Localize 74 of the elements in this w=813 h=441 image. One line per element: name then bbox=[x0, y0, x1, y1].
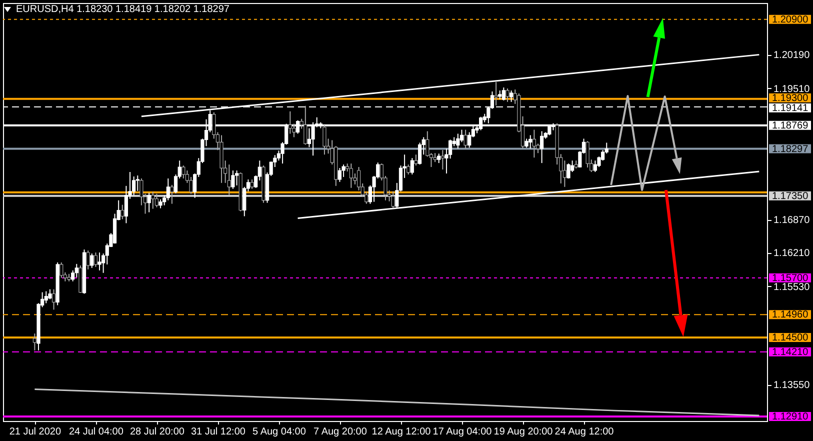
candlestick bbox=[464, 129, 468, 150]
candlestick bbox=[540, 130, 544, 164]
candlestick bbox=[147, 192, 151, 213]
candlestick bbox=[586, 140, 590, 168]
ref-line-label: 1.17350 bbox=[772, 190, 809, 202]
y-tick-label: 1.16870 bbox=[774, 215, 810, 226]
x-tick-label: 19 Aug 20:00 bbox=[494, 426, 554, 438]
candlestick bbox=[86, 250, 90, 270]
candlestick bbox=[304, 105, 308, 146]
candlestick bbox=[136, 174, 140, 192]
candlestick bbox=[440, 150, 444, 170]
candlestick bbox=[391, 190, 395, 208]
chart-title: EURUSD,H4 1.18230 1.18419 1.18202 1.18297 bbox=[16, 4, 230, 15]
y-tick-label: 1.15530 bbox=[774, 282, 810, 293]
line-series bbox=[34, 388, 760, 416]
candlestick bbox=[437, 153, 441, 164]
candlestick bbox=[456, 133, 460, 150]
candlestick bbox=[234, 170, 239, 186]
x-tick-label: 17 Aug 04:00 bbox=[432, 426, 492, 438]
ref-line-label: 1.14210 bbox=[772, 346, 809, 358]
y-tick-label: 1.16210 bbox=[774, 248, 810, 260]
candlestick bbox=[250, 178, 254, 190]
x-tick-label: 28 Jul 20:00 bbox=[130, 426, 185, 438]
candlestick bbox=[566, 163, 570, 179]
candlestick bbox=[132, 176, 136, 196]
y-tick-label: 1.19510 bbox=[774, 84, 810, 95]
candlestick bbox=[593, 160, 597, 172]
ref-line-label: 1.18769 bbox=[772, 120, 809, 132]
ref-line-label: 1.18297 bbox=[772, 144, 809, 155]
candlestick bbox=[231, 170, 235, 190]
x-tick-label: 21 Jul 2020 bbox=[9, 426, 62, 438]
ref-line-label: 1.19141 bbox=[772, 102, 809, 114]
candlestick bbox=[154, 193, 159, 208]
candlestick bbox=[528, 134, 532, 150]
x-tick-label: 24 Jul 04:00 bbox=[68, 426, 124, 438]
candlestick bbox=[90, 253, 94, 268]
ref-line-label: 1.20900 bbox=[772, 14, 809, 26]
candlestick bbox=[532, 129, 536, 158]
candlestick bbox=[74, 263, 78, 278]
candlestick bbox=[322, 124, 326, 156]
candlestick bbox=[494, 82, 498, 106]
candlestick bbox=[120, 204, 124, 220]
candlestick bbox=[502, 86, 506, 101]
x-tick-label: 7 Aug 20:00 bbox=[314, 426, 368, 438]
candlestick bbox=[227, 164, 231, 196]
y-tick-label: 1.13550 bbox=[774, 380, 810, 392]
candlestick bbox=[414, 154, 418, 166]
candlestick bbox=[151, 191, 155, 210]
ref-line-label: 1.12910 bbox=[772, 412, 809, 423]
x-tick-label: 12 Aug 12:00 bbox=[372, 426, 432, 438]
candlestick bbox=[48, 288, 52, 300]
candlestick bbox=[94, 252, 98, 268]
x-tick-label: 5 Aug 04:00 bbox=[252, 426, 306, 438]
x-tick-label: 24 Aug 12:00 bbox=[554, 426, 614, 438]
y-tick-label: 1.20190 bbox=[774, 50, 810, 62]
candlestick bbox=[44, 290, 48, 304]
candlestick bbox=[288, 110, 292, 134]
candlestick bbox=[506, 88, 510, 102]
candlestick bbox=[182, 165, 186, 179]
candlestick bbox=[349, 163, 353, 188]
candlestick bbox=[406, 164, 410, 175]
candlestick bbox=[510, 90, 514, 102]
candlestick bbox=[32, 333, 36, 351]
x-tick-label: 31 Jul 12:00 bbox=[190, 426, 246, 438]
candlestick bbox=[52, 288, 56, 310]
ref-line-label: 1.15700 bbox=[772, 272, 809, 284]
ref-line-label: 1.14960 bbox=[772, 310, 809, 321]
candlestick bbox=[170, 184, 174, 204]
candlestick bbox=[410, 158, 414, 175]
ref-line-label: 1.14500 bbox=[772, 332, 809, 344]
candlestick bbox=[338, 168, 342, 182]
ref-line-label: 1.19300 bbox=[772, 92, 809, 104]
candlestick bbox=[98, 252, 102, 271]
candlestick bbox=[60, 262, 64, 278]
